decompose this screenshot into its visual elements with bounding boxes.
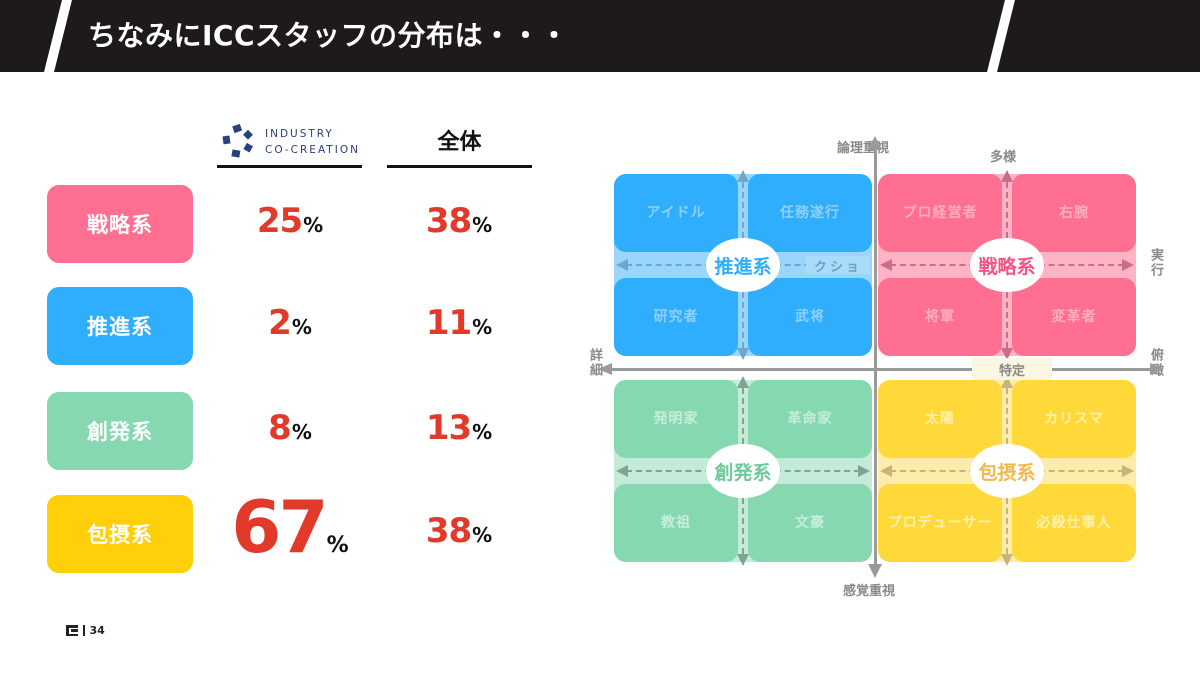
percentage-value: 2 xyxy=(268,303,292,343)
percentage-value: 8 xyxy=(268,408,292,448)
quadrant-cell: 右腕 xyxy=(1012,174,1136,252)
arrow-down-icon xyxy=(737,554,749,566)
icc-logo-line-1: INDUSTRY xyxy=(265,128,334,140)
icc-logo-text: INDUSTRY CO-CREATION xyxy=(265,126,360,158)
percent-sign: % xyxy=(291,315,312,339)
quadrant-cell: 研究者 xyxy=(614,278,738,356)
percentage-value: 67 xyxy=(231,485,328,569)
column-underline xyxy=(387,165,532,168)
quadrant-hub-label: 創発系 xyxy=(706,444,780,498)
column-header-all: 全体 xyxy=(387,118,532,168)
quadrant-cell: 教祖 xyxy=(614,484,738,562)
page-title: ちなみにICCスタッフの分布は・・・ xyxy=(88,19,569,52)
percent-sign: % xyxy=(472,315,493,339)
column-underline xyxy=(217,165,362,168)
arrow-right-icon xyxy=(858,465,870,477)
horizontal-axis xyxy=(608,368,1154,371)
quadrant-cell: プロ経営者 xyxy=(878,174,1002,252)
quadrant-cell: プロデューサー xyxy=(878,484,1002,562)
icc-logo-icon xyxy=(222,123,253,158)
percentage-icc: 25% xyxy=(215,201,365,241)
quadrant-cell: アイドル xyxy=(614,174,738,252)
quadrant-hub-label: 包摂系 xyxy=(970,444,1044,498)
category-badge: 包摂系 xyxy=(47,495,193,573)
percentage-all: 13% xyxy=(384,408,534,448)
percent-sign: % xyxy=(472,420,493,444)
percentage-all: 38% xyxy=(384,201,534,241)
arrow-left-icon xyxy=(616,465,628,477)
axis-label-bottom: 感覚重視 xyxy=(843,584,896,599)
quadrant-cell: 革命家 xyxy=(748,380,872,458)
icc-logo-line-2: CO-CREATION xyxy=(265,144,360,156)
header-slash-decoration xyxy=(982,0,1018,72)
column-header-icc: INDUSTRY CO-CREATION xyxy=(217,118,362,168)
header-slash-decoration xyxy=(39,0,75,72)
quadrant-cell: 文豪 xyxy=(748,484,872,562)
percentage-value: 38 xyxy=(425,511,472,551)
percent-sign: % xyxy=(472,213,493,237)
arrow-left-icon xyxy=(598,363,612,375)
arrow-up-icon xyxy=(868,136,882,150)
column-label-all: 全体 xyxy=(437,130,482,155)
quadrant-hub-label: 推進系 xyxy=(706,238,780,292)
percent-sign: % xyxy=(472,523,493,547)
percentage-value: 11 xyxy=(425,303,472,343)
quadrant-cell: 将軍 xyxy=(878,278,1002,356)
quadrant-cell: 任務遂行 xyxy=(748,174,872,252)
percentage-icc: 8% xyxy=(215,408,365,448)
arrow-right-icon xyxy=(1122,465,1134,477)
quadrant-cell: 発明家 xyxy=(614,380,738,458)
quadrant-cell: 必殺仕事人 xyxy=(1012,484,1136,562)
category-badge: 推進系 xyxy=(47,287,193,365)
percentage-value: 38 xyxy=(425,201,472,241)
percentage-value: 25 xyxy=(256,201,303,241)
arrow-right-icon xyxy=(1122,259,1134,271)
footer-divider xyxy=(83,625,85,636)
percentage-value: 13 xyxy=(425,408,472,448)
axis-tag-center: 特定 xyxy=(972,358,1052,380)
category-badge: 創発系 xyxy=(47,392,193,470)
axis-tag-partial: クショ xyxy=(806,256,870,275)
arrow-up-icon xyxy=(737,376,749,388)
quadrant-cell: 武将 xyxy=(748,278,872,356)
category-badge: 戦略系 xyxy=(47,185,193,263)
company-logo-icon xyxy=(66,625,78,636)
quadrant-cell: カリスマ xyxy=(1012,380,1136,458)
percentage-all: 38% xyxy=(384,511,534,551)
quadrant-hub-label: 戦略系 xyxy=(970,238,1044,292)
slide-header: ちなみにICCスタッフの分布は・・・ xyxy=(0,0,1200,72)
arrow-down-icon xyxy=(1001,554,1013,566)
percent-sign: % xyxy=(326,533,349,558)
arrow-left-icon xyxy=(880,259,892,271)
axis-label-sub-right: 実行 xyxy=(1148,248,1163,278)
percentage-icc: 67% xyxy=(215,485,365,569)
arrow-left-icon xyxy=(616,259,628,271)
arrow-left-icon xyxy=(880,465,892,477)
arrow-down-icon xyxy=(737,348,749,360)
percent-sign: % xyxy=(291,420,312,444)
slide-footer: 34 xyxy=(66,624,105,637)
vertical-axis xyxy=(874,148,877,568)
arrow-down-icon xyxy=(1001,348,1013,360)
quadrant-cell: 太陽 xyxy=(878,380,1002,458)
quadrant-diagram: 論理重視 多様 感覚重視 詳細 俯瞰 実行 アイドル 任務遂行 研究者 武将 推進系 プロ… xyxy=(580,130,1200,610)
page-number: 34 xyxy=(89,624,105,637)
arrow-down-icon xyxy=(868,564,882,578)
arrow-right-icon xyxy=(1150,363,1164,375)
axis-label-sub-top: 多様 xyxy=(990,150,1017,165)
percentage-all: 11% xyxy=(384,303,534,343)
quadrant-cell: 変革者 xyxy=(1012,278,1136,356)
percent-sign: % xyxy=(303,213,324,237)
percentage-icc: 2% xyxy=(215,303,365,343)
arrow-up-icon xyxy=(1001,170,1013,182)
arrow-up-icon xyxy=(737,170,749,182)
